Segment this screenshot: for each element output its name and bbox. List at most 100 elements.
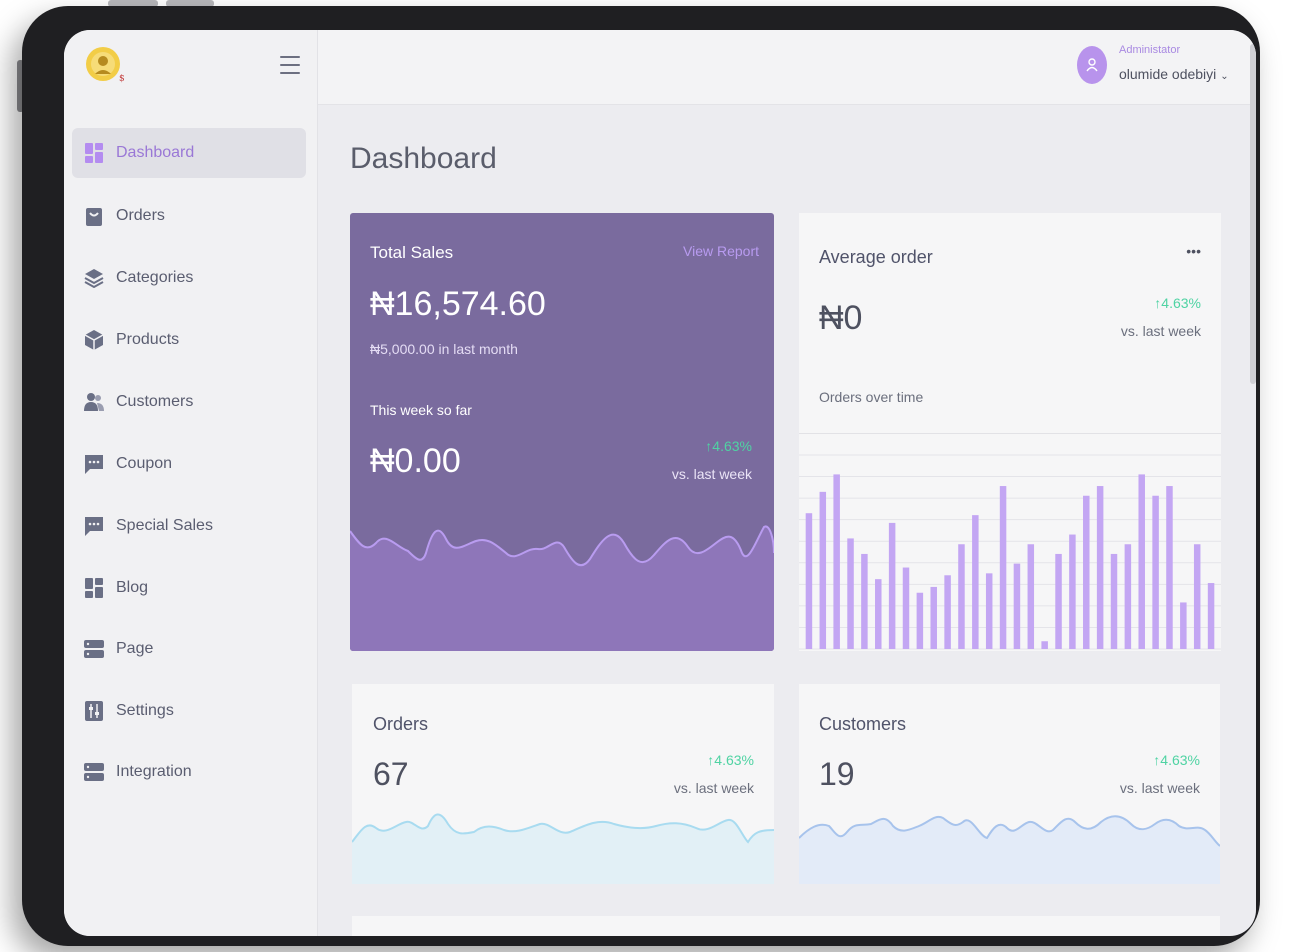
customers-card: Customers 19 ↑4.63% vs. last week bbox=[799, 684, 1220, 884]
layers-icon bbox=[84, 268, 104, 288]
sidebar-item-label: Coupon bbox=[116, 455, 173, 472]
more-options-icon[interactable]: ••• bbox=[1186, 243, 1201, 259]
orders-sparkline bbox=[352, 813, 774, 884]
sidebar-item-label: Dashboard bbox=[116, 144, 195, 161]
sidebar-item-label: Customers bbox=[116, 393, 194, 410]
sidebar-item-label: Special Sales bbox=[116, 517, 213, 534]
average-order-change: ↑4.63% bbox=[1154, 295, 1201, 311]
sidebar-item-page[interactable]: Page bbox=[72, 624, 306, 674]
chart-bar bbox=[902, 567, 910, 649]
next-card bbox=[352, 916, 1220, 936]
device-button-top-left bbox=[108, 0, 158, 7]
orders-change: ↑4.63% bbox=[707, 752, 754, 768]
chart-bar bbox=[1069, 534, 1076, 649]
box-icon bbox=[84, 330, 104, 350]
user-menu[interactable]: olumide odebiyi ⌄ bbox=[1119, 66, 1229, 82]
sidebar-item-coupon[interactable]: Coupon bbox=[72, 439, 306, 489]
arrow-up-icon: ↑ bbox=[705, 438, 713, 454]
week-label: This week so far bbox=[370, 402, 472, 418]
chart-bar bbox=[833, 474, 840, 649]
orders-value: 67 bbox=[373, 756, 409, 792]
chart-bar bbox=[972, 515, 979, 649]
chart-bar bbox=[875, 579, 882, 649]
chart-bar bbox=[1013, 563, 1021, 649]
customers-value: 19 bbox=[819, 756, 855, 792]
arrow-up-icon: ↑ bbox=[1154, 295, 1162, 311]
sidebar: $ Dashboard Orders Categorie bbox=[64, 30, 318, 936]
sidebar-item-label: Categories bbox=[116, 269, 194, 286]
chart-bar bbox=[1193, 544, 1201, 649]
chart-bar bbox=[1124, 544, 1132, 649]
divider bbox=[799, 433, 1221, 434]
shopping-bag-icon bbox=[84, 206, 104, 226]
chart-bar bbox=[1041, 641, 1048, 649]
screen: $ Dashboard Orders Categorie bbox=[64, 30, 1256, 936]
sidebar-item-integration[interactable]: Integration bbox=[72, 747, 306, 797]
chart-bar bbox=[916, 592, 924, 649]
chart-bar bbox=[1152, 495, 1159, 649]
orders-over-time-chart bbox=[799, 454, 1221, 650]
chart-bar bbox=[1083, 495, 1090, 649]
customers-title: Customers bbox=[819, 714, 907, 734]
vs-last-week: vs. last week bbox=[1120, 323, 1201, 339]
customers-sparkline bbox=[799, 815, 1220, 884]
average-order-card: Average order ••• ₦0 ↑4.63% vs. last wee… bbox=[799, 213, 1221, 651]
vs-last-week: vs. last week bbox=[671, 466, 752, 482]
total-sales-card: Total Sales View Report ₦16,574.60 ₦5,00… bbox=[350, 213, 774, 651]
sidebar-item-label: Blog bbox=[116, 579, 149, 596]
chart-bar bbox=[888, 522, 896, 649]
menu-toggle-icon[interactable] bbox=[280, 56, 300, 74]
sidebar-item-label: Products bbox=[116, 331, 180, 348]
vs-last-week: vs. last week bbox=[1119, 780, 1200, 796]
svg-text:$: $ bbox=[119, 74, 125, 84]
sidebar-item-dashboard[interactable]: Dashboard bbox=[72, 128, 306, 178]
page-title: Dashboard bbox=[350, 142, 497, 175]
chart-bar bbox=[1207, 583, 1215, 649]
week-change: ↑4.63% bbox=[705, 438, 752, 454]
chart-bar bbox=[930, 586, 937, 649]
sidebar-item-categories[interactable]: Categories bbox=[72, 253, 306, 303]
sidebar-item-label: Orders bbox=[116, 207, 165, 224]
total-sales-title: Total Sales bbox=[370, 243, 454, 262]
user-avatar-icon[interactable] bbox=[1077, 46, 1107, 84]
sidebar-item-orders[interactable]: Orders bbox=[72, 191, 306, 241]
sales-sparkline bbox=[350, 525, 774, 651]
average-order-amount: ₦0 bbox=[819, 299, 863, 337]
orders-over-time-label: Orders over time bbox=[819, 389, 924, 405]
chart-bar bbox=[1055, 553, 1062, 649]
sidebar-item-blog[interactable]: Blog bbox=[72, 563, 306, 613]
view-report-link[interactable]: View Report bbox=[683, 243, 760, 259]
chart-bar bbox=[1180, 602, 1187, 649]
sidebar-item-products[interactable]: Products bbox=[72, 315, 306, 365]
chart-bar bbox=[847, 538, 854, 649]
total-sales-amount: ₦16,574.60 bbox=[370, 285, 546, 323]
message-icon bbox=[84, 516, 104, 536]
device-button-top-right bbox=[166, 0, 214, 7]
customers-change: ↑4.63% bbox=[1153, 752, 1200, 768]
arrow-up-icon: ↑ bbox=[707, 752, 715, 768]
chart-bar bbox=[1110, 553, 1118, 649]
scrollbar[interactable] bbox=[1250, 44, 1256, 384]
tablet-frame: $ Dashboard Orders Categorie bbox=[22, 6, 1260, 946]
chart-bar bbox=[999, 486, 1007, 649]
sidebar-item-special-sales[interactable]: Special Sales bbox=[72, 501, 306, 551]
chart-bar bbox=[819, 491, 827, 649]
sidebar-item-label: Settings bbox=[116, 702, 174, 719]
chevron-down-icon: ⌄ bbox=[1220, 71, 1229, 82]
orders-title: Orders bbox=[373, 714, 429, 734]
sidebar-item-settings[interactable]: Settings bbox=[72, 686, 306, 736]
chart-bar bbox=[1138, 474, 1145, 649]
week-amount: ₦0.00 bbox=[370, 442, 461, 480]
orders-card: Orders 67 ↑4.63% vs. last week bbox=[352, 684, 774, 884]
chart-bar bbox=[861, 553, 868, 649]
brand-logo[interactable]: $ bbox=[84, 44, 128, 88]
average-order-title: Average order bbox=[819, 247, 933, 267]
chart-bar bbox=[1027, 544, 1035, 649]
device-button-side bbox=[17, 60, 24, 112]
message-icon bbox=[84, 454, 104, 474]
dashboard-icon bbox=[84, 143, 104, 163]
sidebar-item-customers[interactable]: Customers bbox=[72, 377, 306, 427]
chart-bar bbox=[944, 575, 951, 649]
chart-bar bbox=[985, 573, 993, 649]
topbar: Administator olumide odebiyi ⌄ bbox=[318, 30, 1256, 105]
